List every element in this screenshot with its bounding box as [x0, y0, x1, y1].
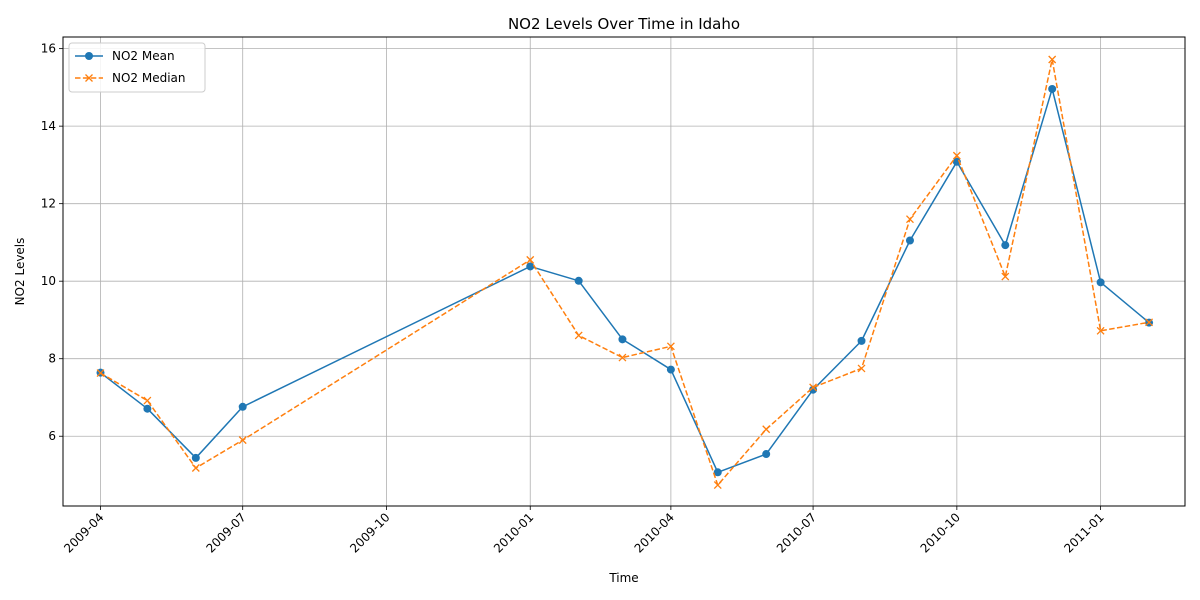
data-point — [1048, 84, 1057, 93]
y-tick-label: 12 — [41, 197, 56, 211]
x-axis-label: Time — [608, 571, 638, 585]
x-tick-label: 2010-01 — [491, 510, 536, 555]
data-point — [143, 396, 152, 405]
data-point — [1001, 272, 1010, 281]
data-point — [809, 383, 818, 392]
y-tick-label: 14 — [41, 119, 56, 133]
grid — [63, 37, 1185, 506]
data-point — [526, 262, 535, 271]
x-tick-label: 2009-10 — [347, 510, 392, 555]
data-point — [574, 331, 583, 340]
data-point — [191, 453, 200, 462]
data-point — [526, 255, 535, 264]
x-tick-label: 2009-07 — [203, 510, 248, 555]
data-point — [1145, 318, 1154, 327]
x-tick-label: 2010-10 — [918, 510, 963, 555]
data-point — [905, 236, 914, 245]
y-tick-label: 16 — [41, 42, 56, 56]
data-point — [618, 335, 627, 344]
data-point — [1001, 241, 1010, 250]
data-point — [96, 369, 105, 378]
series-layer — [96, 55, 1154, 490]
y-tick-label: 10 — [41, 274, 56, 288]
legend-marker — [85, 74, 93, 82]
data-point — [762, 450, 771, 459]
data-point — [1048, 55, 1057, 64]
data-point — [618, 353, 627, 362]
series-0 — [96, 84, 1154, 477]
data-point — [1096, 278, 1105, 287]
legend: NO2 Mean NO2 Median — [68, 42, 206, 93]
data-point — [809, 385, 818, 394]
legend-label: NO2 Median — [112, 71, 186, 85]
legend-marker — [85, 52, 93, 60]
data-point — [906, 215, 914, 224]
y-tick-label: 8 — [48, 352, 56, 366]
series-line — [100, 88, 1150, 474]
data-point — [191, 464, 200, 472]
y-tick-label: 6 — [48, 429, 56, 443]
data-point — [952, 151, 961, 160]
x-axis: 2009-04 2009-07 2009-10 2010-01 2010-04 2010-… — [61, 506, 1107, 556]
plot-frame — [62, 36, 1186, 507]
series-line — [100, 58, 1150, 486]
data-point — [238, 436, 247, 445]
data-point — [238, 402, 247, 411]
data-point — [857, 364, 866, 373]
data-point — [666, 342, 675, 351]
data-point — [574, 276, 583, 285]
data-point — [1096, 326, 1105, 335]
data-point — [857, 336, 866, 345]
x-tick-label: 2010-04 — [632, 510, 677, 555]
data-point — [762, 425, 771, 434]
data-point — [666, 365, 675, 374]
x-tick-label: 2011-01 — [1061, 510, 1106, 555]
y-axis: 6 8 10 12 14 16 — [41, 42, 63, 443]
data-point — [143, 404, 152, 413]
series-1 — [96, 55, 1154, 490]
legend-label: NO2 Mean — [112, 49, 175, 63]
data-point — [713, 468, 722, 477]
x-tick-label: 2009-04 — [61, 510, 106, 555]
y-axis-label: NO2 Levels — [13, 238, 27, 306]
x-tick-label: 2010-07 — [774, 510, 819, 555]
data-point — [713, 481, 722, 490]
chart-title: NO2 Levels Over Time in Idaho — [508, 15, 740, 33]
